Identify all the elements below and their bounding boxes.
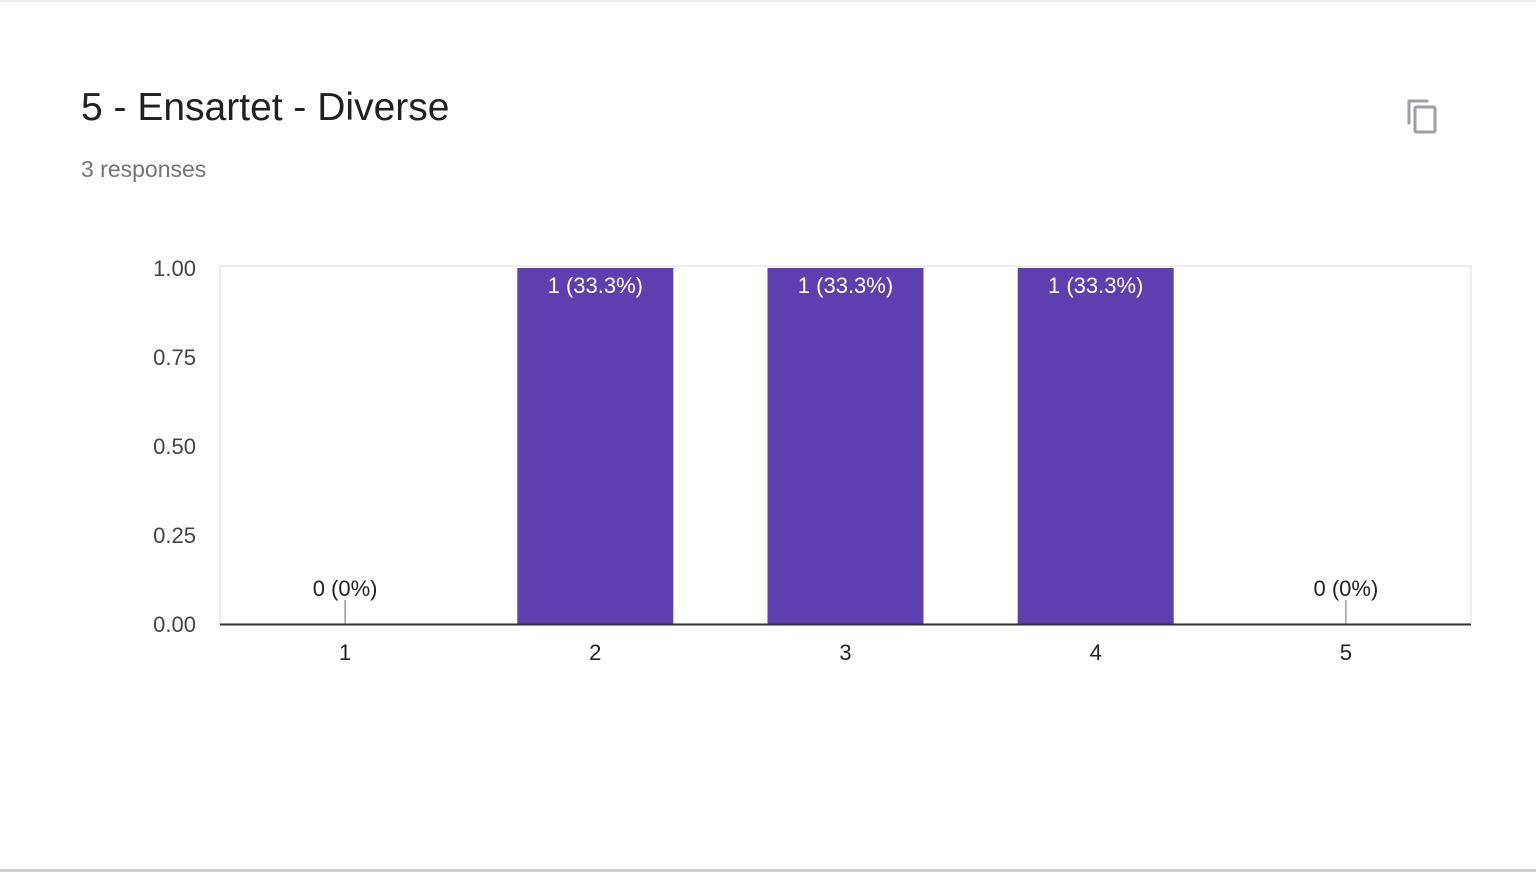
x-tick-label-2: 2 [589, 640, 601, 665]
x-tick-label-5: 5 [1340, 640, 1352, 665]
top-divider [0, 0, 1536, 2]
y-tick-label-4: 1.00 [153, 256, 196, 281]
x-tick-label-3: 3 [839, 640, 851, 665]
bar-2 [517, 268, 674, 624]
copy-chart-button[interactable] [1398, 90, 1448, 140]
data-label-2: 1 (33.3%) [548, 273, 643, 298]
copy-icon [1407, 99, 1437, 134]
data-label-5: 0 (0%) [1314, 576, 1379, 601]
y-tick-label-0: 0.00 [153, 612, 196, 637]
bar-3 [767, 268, 924, 624]
data-label-4: 1 (33.3%) [1048, 273, 1143, 298]
question-title: 5 - Ensartet - Diverse [81, 86, 450, 129]
bar-4 [1017, 268, 1174, 624]
x-tick-label-4: 4 [1090, 640, 1102, 665]
data-label-3: 1 (33.3%) [798, 273, 893, 298]
y-tick-label-1: 0.25 [153, 523, 196, 548]
bottom-divider [0, 869, 1536, 872]
response-count: 3 responses [81, 156, 207, 182]
data-label-1: 0 (0%) [313, 576, 378, 601]
y-tick-label-2: 0.50 [153, 434, 196, 459]
x-tick-label-1: 1 [339, 640, 351, 665]
y-tick-label-3: 0.75 [153, 345, 196, 370]
